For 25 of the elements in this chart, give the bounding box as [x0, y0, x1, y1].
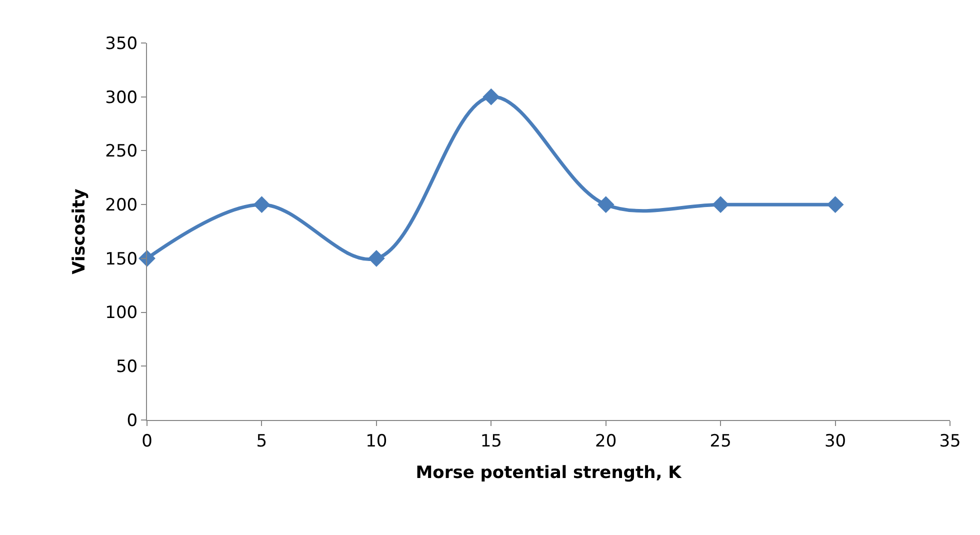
x-axis-title: Morse potential strength, K: [416, 462, 682, 483]
point: [253, 196, 270, 214]
point: [597, 196, 614, 214]
point: [482, 88, 500, 106]
x-tick-label: 10: [366, 431, 388, 452]
point: [138, 250, 156, 267]
point: [826, 196, 844, 214]
x-tick-label: 0: [142, 431, 152, 452]
x-tick-label: 25: [710, 431, 732, 452]
y-tick-label: 200: [105, 196, 138, 216]
y-tick-label: 350: [105, 34, 138, 54]
x-tick-label: 20: [595, 431, 617, 452]
y-axis-title: Viscosity: [70, 188, 90, 274]
y-tick-label: 50: [116, 357, 138, 378]
point: [712, 196, 730, 214]
y-tick-label: 300: [105, 88, 138, 108]
y-tick-label: 0: [126, 410, 138, 431]
y-tick-label: 250: [105, 142, 138, 162]
x-tick-label: 15: [480, 431, 502, 452]
x-tick-label: 30: [824, 431, 846, 452]
x-tick-label: 5: [256, 431, 268, 452]
point: [368, 250, 385, 267]
y-tick-label: 150: [105, 249, 138, 270]
x-tick-label: 35: [939, 431, 961, 452]
y-tick-label: 100: [105, 303, 138, 324]
